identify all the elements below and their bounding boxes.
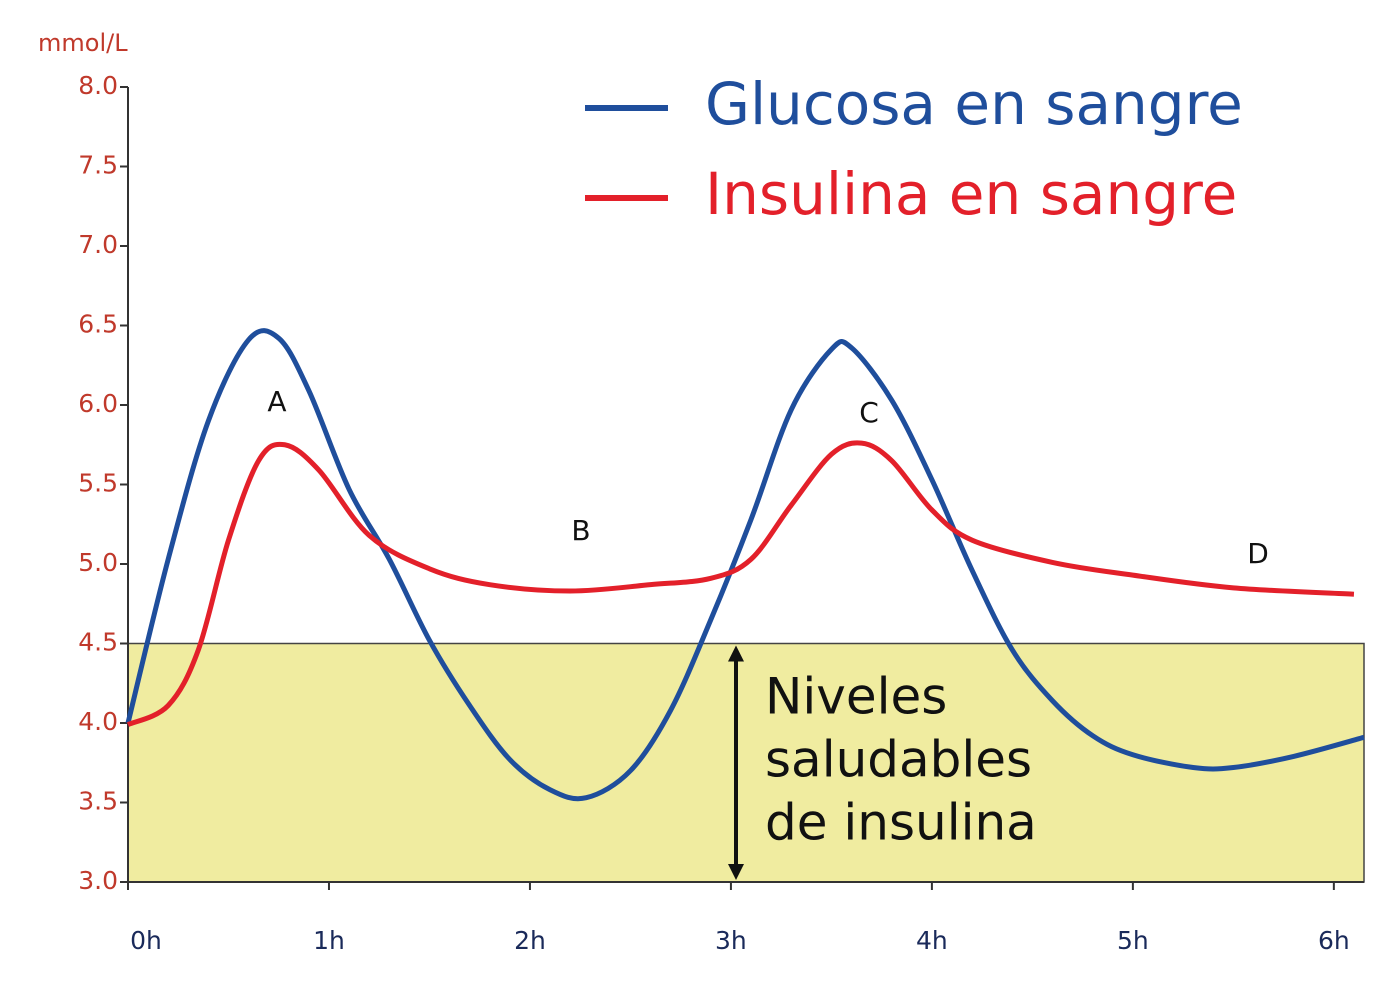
arrow-head <box>728 645 744 662</box>
x-tick-label: 5h <box>1117 926 1149 955</box>
y-tick-label: 8.0 <box>78 71 118 100</box>
y-tick-label: 7.5 <box>78 151 118 180</box>
healthy-band <box>127 642 1365 883</box>
y-tick-label: 3.5 <box>78 787 118 816</box>
x-tick-label: 4h <box>916 926 948 955</box>
x-tick-label: 2h <box>514 926 546 955</box>
band-label: saludables <box>765 731 1032 789</box>
x-tick-label: 6h <box>1318 926 1350 955</box>
y-tick-label: 6.5 <box>78 310 118 339</box>
y-tick-label: 4.5 <box>78 628 118 657</box>
y-tick-label: 5.5 <box>78 469 118 498</box>
annotation: A <box>267 385 286 418</box>
annotation: C <box>859 396 879 429</box>
series-line <box>125 328 1365 802</box>
band-label: Niveles <box>765 668 947 726</box>
annotation: B <box>571 514 590 547</box>
y-tick-label: 5.0 <box>78 548 118 577</box>
y-tick-label: 4.0 <box>78 707 118 736</box>
y-tick-label: 7.0 <box>78 230 118 259</box>
x-tick-label: 3h <box>715 926 747 955</box>
annotation: D <box>1247 537 1269 570</box>
y-tick-label: 6.0 <box>78 389 118 418</box>
series-line <box>126 440 1355 727</box>
x-tick-label: 1h <box>313 926 345 955</box>
legend-label: Glucosa en sangre <box>705 70 1243 138</box>
y-unit: mmol/L <box>38 29 128 57</box>
y-tick-label: 3.0 <box>78 866 118 895</box>
x-tick-label: 0h <box>130 926 162 955</box>
arrow-head <box>728 864 744 880</box>
band-label: de insulina <box>765 794 1037 852</box>
legend-label: Insulina en sangre <box>705 160 1237 228</box>
